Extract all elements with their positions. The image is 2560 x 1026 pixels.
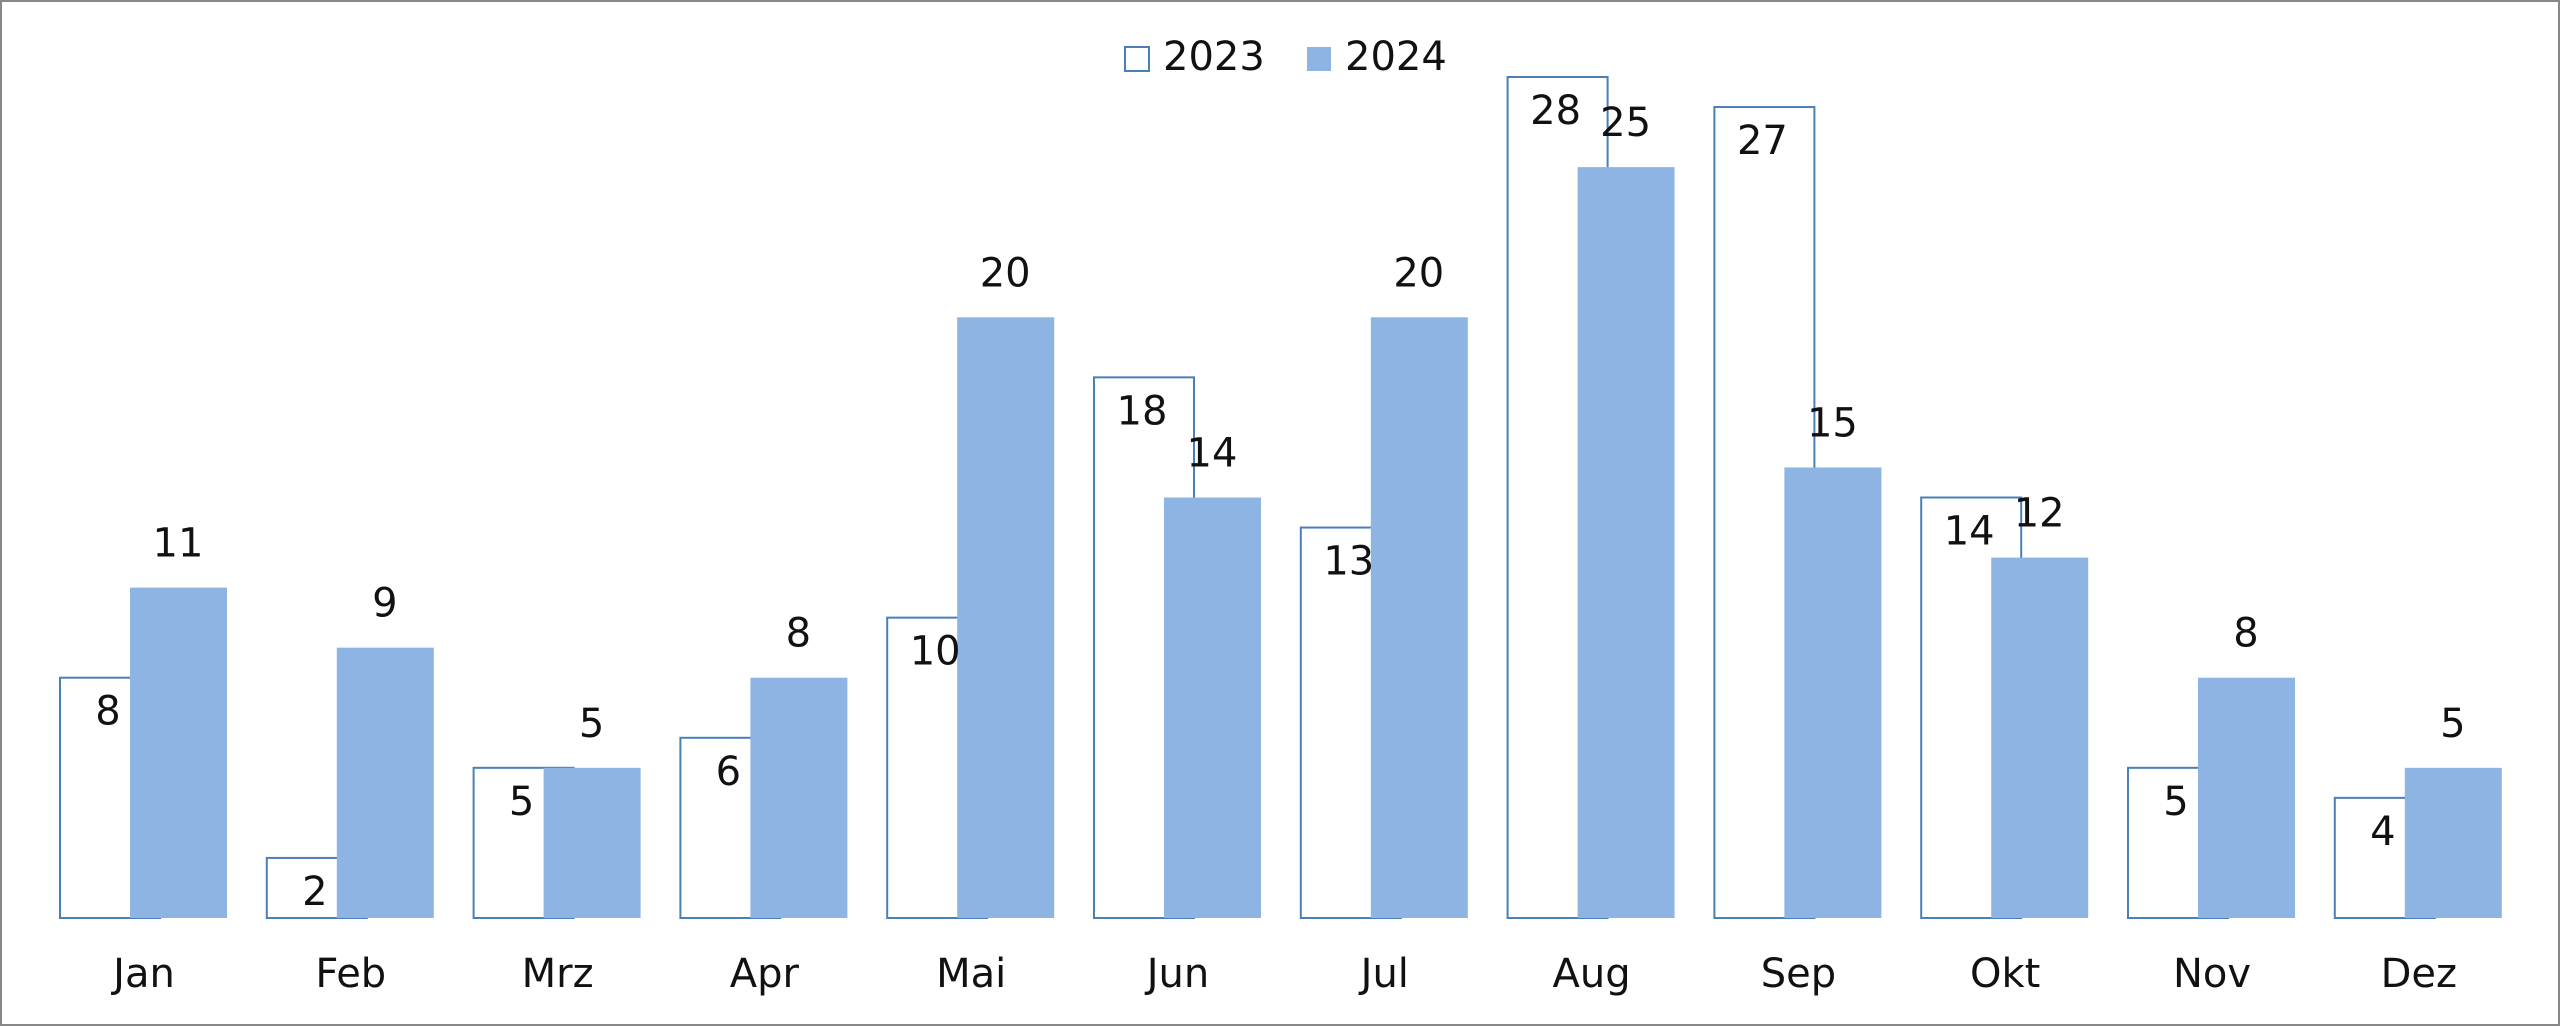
data-label: 28 <box>1530 88 1581 134</box>
legend-label: 2023 <box>1163 34 1265 80</box>
x-tick-label: Okt <box>1970 951 2040 997</box>
x-tick-label: Mrz <box>522 951 594 997</box>
data-label: 12 <box>2014 491 2065 537</box>
data-label: 18 <box>1117 388 1168 434</box>
data-label: 20 <box>1393 250 1444 296</box>
data-label: 6 <box>716 749 741 795</box>
data-label: 10 <box>910 629 961 675</box>
bar <box>1991 557 2089 918</box>
x-tick-label: Sep <box>1761 951 1836 997</box>
legend-swatch <box>1307 47 1331 71</box>
x-tick-label: Jun <box>1144 951 1210 997</box>
data-label: 8 <box>786 611 811 657</box>
data-label: 5 <box>509 779 534 825</box>
bar <box>1577 167 1675 918</box>
bar <box>1164 497 1261 918</box>
bar <box>2404 767 2502 918</box>
bar <box>1784 467 1882 918</box>
data-label: 8 <box>95 689 120 735</box>
data-label: 14 <box>1187 431 1238 477</box>
x-tick-label: Aug <box>1553 951 1631 997</box>
legend-label: 2024 <box>1345 34 1447 80</box>
data-label: 11 <box>153 521 204 567</box>
bar <box>2198 677 2295 918</box>
data-label: 4 <box>2370 809 2395 855</box>
x-tick-label: Dez <box>2381 951 2457 997</box>
data-label: 27 <box>1737 118 1788 164</box>
data-label: 25 <box>1600 100 1651 146</box>
bar <box>1370 317 1468 918</box>
data-label: 14 <box>1944 509 1995 555</box>
x-tick-label: Nov <box>2173 951 2251 997</box>
x-tick-label: Jan <box>110 951 175 997</box>
legend-swatch <box>1124 46 1150 72</box>
bar <box>130 587 227 918</box>
data-label: 20 <box>980 250 1031 296</box>
bar <box>750 677 848 918</box>
bar <box>957 317 1055 918</box>
data-label: 5 <box>579 701 604 747</box>
data-label: 2 <box>302 869 327 915</box>
data-label: 8 <box>2233 611 2258 657</box>
data-label: 13 <box>1323 539 1374 585</box>
data-label: 5 <box>2163 779 2188 825</box>
data-label: 15 <box>1807 400 1858 446</box>
x-tick-label: Mai <box>936 951 1006 997</box>
bar <box>543 767 641 918</box>
bar <box>336 647 434 918</box>
x-tick-label: Feb <box>315 951 386 997</box>
data-label: 5 <box>2440 701 2465 747</box>
data-label: 9 <box>372 581 397 627</box>
x-tick-label: Jul <box>1358 951 1409 997</box>
x-tick-label: Apr <box>730 951 800 997</box>
